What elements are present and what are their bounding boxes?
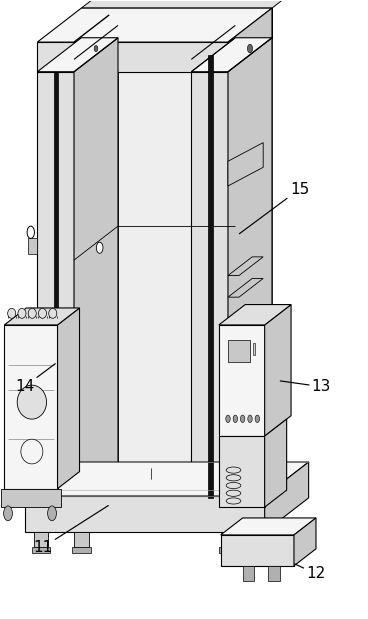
Polygon shape	[265, 462, 309, 532]
Text: 12: 12	[295, 564, 326, 581]
Polygon shape	[228, 340, 250, 362]
Ellipse shape	[49, 308, 57, 318]
Polygon shape	[74, 38, 118, 498]
Circle shape	[248, 415, 252, 423]
Polygon shape	[4, 308, 79, 325]
Polygon shape	[74, 532, 89, 547]
Circle shape	[96, 242, 103, 253]
Polygon shape	[228, 142, 263, 186]
Polygon shape	[72, 547, 91, 553]
Polygon shape	[191, 72, 228, 498]
Polygon shape	[228, 257, 263, 275]
Polygon shape	[294, 518, 316, 566]
Circle shape	[226, 415, 230, 423]
Ellipse shape	[8, 308, 16, 318]
Circle shape	[255, 415, 259, 423]
Circle shape	[94, 45, 98, 51]
Polygon shape	[38, 72, 74, 498]
Polygon shape	[32, 547, 50, 553]
Polygon shape	[221, 535, 294, 566]
Ellipse shape	[18, 308, 26, 318]
Ellipse shape	[38, 308, 46, 318]
Polygon shape	[38, 8, 272, 42]
Polygon shape	[219, 436, 265, 507]
Polygon shape	[81, 0, 290, 8]
Bar	[28, 238, 38, 254]
Polygon shape	[228, 38, 272, 498]
Ellipse shape	[21, 439, 43, 464]
Polygon shape	[265, 305, 291, 436]
Polygon shape	[228, 279, 263, 297]
Polygon shape	[235, 38, 272, 464]
Ellipse shape	[17, 385, 46, 419]
Circle shape	[27, 226, 35, 238]
Polygon shape	[219, 325, 265, 436]
Circle shape	[47, 506, 56, 521]
Polygon shape	[219, 305, 291, 325]
Polygon shape	[38, 42, 228, 72]
Polygon shape	[57, 308, 79, 488]
Polygon shape	[191, 38, 272, 72]
Circle shape	[233, 415, 237, 423]
Polygon shape	[265, 419, 287, 507]
Bar	[252, 344, 255, 355]
Polygon shape	[38, 38, 118, 72]
Circle shape	[247, 44, 252, 53]
Polygon shape	[4, 325, 57, 488]
Polygon shape	[219, 547, 237, 553]
Polygon shape	[118, 38, 235, 464]
Polygon shape	[81, 8, 272, 38]
Circle shape	[240, 415, 245, 423]
Text: 14: 14	[15, 364, 55, 394]
Text: 11: 11	[33, 506, 108, 555]
Polygon shape	[25, 496, 265, 532]
Ellipse shape	[28, 308, 36, 318]
Polygon shape	[243, 566, 254, 581]
Text: 15: 15	[240, 181, 309, 234]
Polygon shape	[25, 462, 309, 496]
Polygon shape	[268, 566, 280, 581]
Polygon shape	[54, 72, 58, 498]
Polygon shape	[208, 54, 213, 498]
Polygon shape	[221, 518, 316, 535]
Polygon shape	[34, 532, 48, 547]
Polygon shape	[81, 38, 118, 464]
Text: 13: 13	[280, 379, 331, 394]
Polygon shape	[221, 532, 235, 547]
Polygon shape	[1, 488, 61, 507]
Circle shape	[4, 506, 13, 521]
Polygon shape	[228, 8, 272, 72]
